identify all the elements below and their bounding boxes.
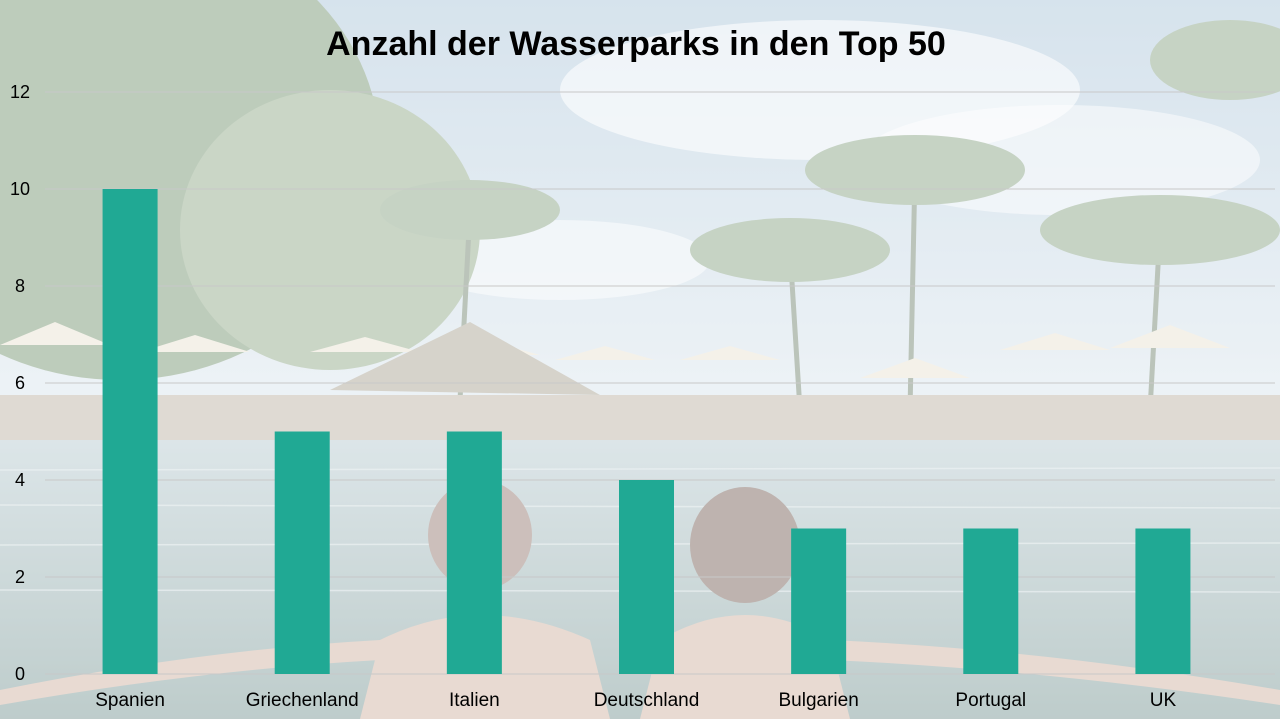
bar-bulgarien (791, 528, 847, 674)
chart-title: Anzahl der Wasserparks in den Top 50 (326, 25, 946, 63)
x-tick-label: Italien (449, 690, 500, 711)
bar-italien (446, 431, 502, 674)
x-tick-label: Deutschland (594, 690, 700, 711)
x-tick-label: Griechenland (246, 690, 359, 711)
y-tick-label: 8 (15, 276, 25, 296)
bar-uk (1135, 528, 1191, 674)
y-tick-label: 12 (10, 82, 30, 102)
bars (102, 189, 1191, 674)
x-tick-label: Spanien (95, 690, 165, 711)
y-tick-label: 0 (15, 664, 25, 684)
bar-spanien (102, 189, 158, 674)
x-axis-labels: Spanien Griechenland Italien Deutschland Bul… (95, 690, 1176, 711)
y-tick-label: 4 (15, 470, 25, 490)
bar-deutschland (619, 480, 674, 674)
y-tick-label: 6 (15, 373, 25, 393)
x-tick-label: Portugal (955, 690, 1026, 711)
bar-griechenland (274, 431, 330, 674)
y-axis-ticks: 0 2 4 6 8 10 12 (10, 82, 30, 684)
bar-portugal (963, 528, 1019, 674)
x-tick-label: Bulgarien (779, 690, 859, 711)
y-tick-label: 10 (10, 179, 30, 199)
y-tick-label: 2 (15, 567, 25, 587)
x-tick-label: UK (1150, 690, 1177, 711)
